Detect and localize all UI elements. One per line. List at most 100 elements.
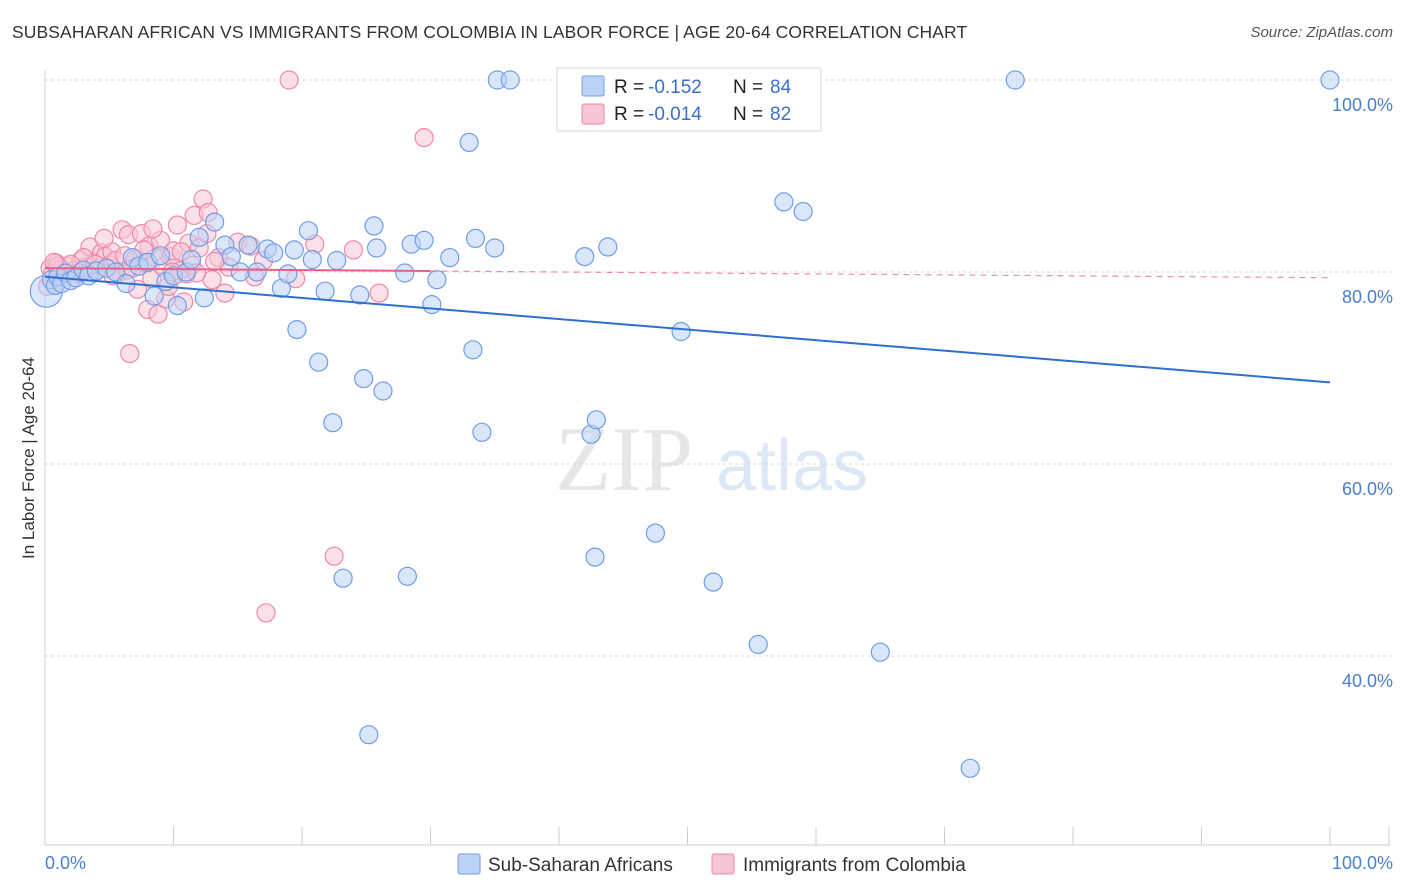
legend-n-label-2: N = [733, 104, 763, 125]
series-legend-swatch-pink [711, 853, 735, 875]
colombia-point-60 [343, 240, 363, 260]
subsaharan-point-78 [1005, 70, 1025, 90]
subsaharan-point-18 [151, 246, 171, 266]
series-legend: Sub-Saharan Africans Immigrants from Col… [457, 853, 966, 876]
correlation-legend: R = -0.152 N = 84 R = -0.014 N = 82 [556, 67, 822, 132]
colombia-point-61 [369, 283, 389, 303]
subsaharan-point-52 [397, 566, 417, 586]
subsaharan-point-73 [748, 634, 768, 655]
legend-n-value-2: 82 [770, 104, 791, 125]
subsaharan-point-33 [264, 243, 284, 263]
colombia-point-39 [167, 215, 187, 235]
subsaharan-point-68 [586, 410, 606, 430]
legend-n-value-1: 84 [770, 77, 792, 98]
subsaharan-point-21 [167, 296, 187, 316]
colombia-point-78 [205, 251, 225, 271]
trend-line-colombia-extension [430, 270, 1331, 279]
subsaharan-point-49 [366, 238, 387, 258]
chart-title: SUBSAHARAN AFRICAN VS IMMIGRANTS FROM CO… [12, 22, 968, 42]
subsaharan-point-40 [309, 352, 329, 372]
subsaharan-point-67 [585, 547, 605, 567]
subsaharan-point-42 [323, 413, 343, 433]
watermark-atlas: atlas [716, 426, 868, 506]
subsaharan-point-69 [598, 237, 618, 257]
x-ticks [44, 827, 1390, 845]
colombia-point-74 [94, 228, 114, 248]
subsaharan-point-79 [1320, 70, 1340, 90]
subsaharan-point-28 [221, 247, 241, 267]
subsaharan-point-76 [870, 642, 890, 662]
legend-swatch-pink [581, 103, 605, 125]
series-legend-label-pink: Immigrants from Colombia [743, 855, 966, 876]
y-tick-label-0: 100.0% [1332, 95, 1393, 115]
subsaharan-point-50 [373, 381, 393, 401]
subsaharan-point-60 [465, 228, 486, 248]
subsaharan-point-51 [395, 263, 415, 283]
subsaharan-point-48 [364, 216, 384, 236]
trend-lines [44, 267, 1331, 384]
colombia-point-64 [120, 344, 140, 364]
colombia-point-62 [414, 128, 434, 148]
colombia-point-76 [143, 219, 163, 239]
subsaharan-point-36 [284, 240, 304, 260]
subsaharan-point-44 [333, 568, 353, 588]
y-tick-label-1: 80.0% [1342, 287, 1393, 307]
subsaharan-point-64 [500, 70, 520, 90]
subsaharan-point-59 [463, 340, 483, 360]
subsaharan-point-30 [238, 235, 258, 255]
subsaharan-point-17 [144, 286, 164, 306]
subsaharan-point-29 [230, 262, 250, 282]
subsaharan-point-47 [359, 725, 379, 745]
subsaharan-point-41 [315, 281, 335, 301]
subsaharan-point-74 [774, 192, 794, 212]
subsaharan-point-61 [472, 422, 492, 442]
series-legend-label-blue: Sub-Saharan Africans [488, 855, 673, 876]
subsaharan-point-62 [485, 238, 505, 258]
colombia-point-32 [148, 304, 168, 324]
subsaharan-point-57 [440, 248, 460, 268]
y-tick-label-3: 40.0% [1342, 671, 1393, 691]
trend-line-subsaharan [44, 275, 1331, 384]
subsaharan-point-72 [703, 572, 723, 592]
subsaharan-point-77 [960, 758, 980, 778]
subsaharan-point-56 [427, 270, 447, 290]
subsaharan-point-25 [194, 288, 214, 308]
trend-line-colombia [44, 267, 431, 273]
colombia-point-63 [256, 603, 276, 623]
source-label: Source: ZipAtlas.com [1250, 24, 1393, 41]
legend-r-value-1: -0.152 [648, 77, 702, 98]
subsaharan-point-37 [287, 320, 307, 340]
subsaharan-point-23 [181, 249, 202, 270]
series-colombia-points [37, 70, 434, 623]
y-tick-labels: 100.0% 80.0% 60.0% 40.0% [1332, 95, 1393, 691]
subsaharan-point-55 [422, 295, 442, 315]
subsaharan-point-35 [278, 264, 298, 284]
legend-n-label-1: N = [733, 77, 763, 98]
legend-swatch-blue [581, 75, 605, 97]
subsaharan-point-45 [350, 285, 370, 305]
subsaharan-point-38 [298, 221, 318, 241]
subsaharan-point-58 [459, 132, 479, 152]
subsaharan-point-65 [575, 247, 595, 267]
subsaharan-point-43 [327, 250, 347, 271]
legend-r-label-2: R = [614, 104, 644, 125]
colombia-point-59 [324, 546, 344, 566]
subsaharan-point-31 [247, 262, 267, 282]
legend-r-value-2: -0.014 [648, 104, 702, 125]
x-tick-label-min: 0.0% [45, 853, 86, 873]
series-legend-swatch-blue [457, 853, 481, 875]
subsaharan-point-46 [354, 369, 374, 389]
legend-r-label-1: R = [614, 77, 644, 98]
x-tick-label-max: 100.0% [1332, 853, 1393, 873]
colombia-point-56 [279, 70, 299, 90]
subsaharan-point-75 [793, 201, 813, 222]
y-tick-label-2: 60.0% [1342, 479, 1393, 499]
y-axis-label: In Labor Force | Age 20-64 [19, 357, 38, 559]
grid-lines [45, 79, 1395, 657]
subsaharan-point-71 [671, 321, 691, 342]
axes [44, 70, 1390, 846]
subsaharan-point-26 [205, 212, 225, 232]
series-subsaharan-points [29, 70, 1340, 778]
subsaharan-point-54 [414, 230, 434, 250]
